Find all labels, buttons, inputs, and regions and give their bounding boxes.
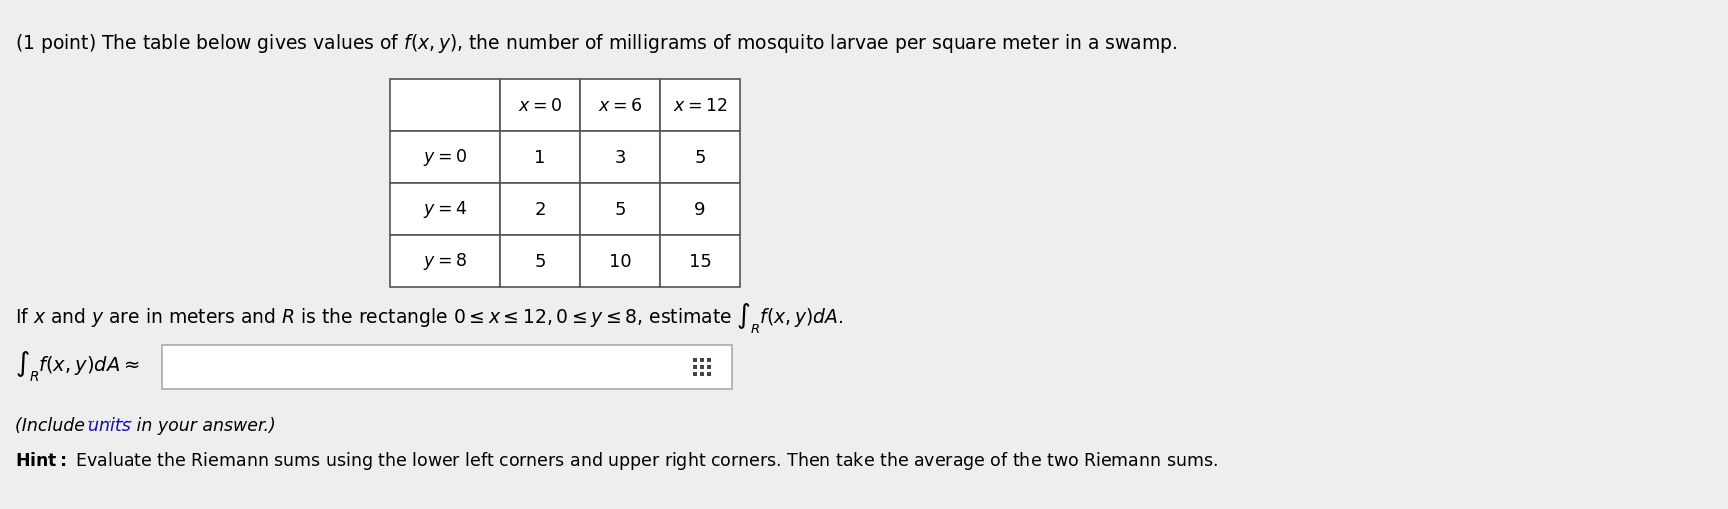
Text: in your answer.): in your answer.) bbox=[131, 416, 276, 434]
Text: 1: 1 bbox=[534, 149, 546, 166]
Text: (1 point) The table below gives values of $f(x, y)$, the number of milligrams of: (1 point) The table below gives values o… bbox=[16, 32, 1177, 55]
Text: $x = 12$: $x = 12$ bbox=[672, 97, 727, 115]
Text: 5: 5 bbox=[534, 252, 546, 270]
Bar bbox=[660, 184, 740, 236]
Bar bbox=[391, 236, 499, 288]
Text: 9: 9 bbox=[695, 201, 705, 218]
Text: $\int_R f(x, y)dA \approx$: $\int_R f(x, y)dA \approx$ bbox=[16, 349, 140, 383]
Text: $y = 4$: $y = 4$ bbox=[423, 199, 467, 220]
Text: 5: 5 bbox=[613, 201, 626, 218]
Bar bbox=[581, 132, 660, 184]
Bar bbox=[581, 236, 660, 288]
Text: units: units bbox=[88, 416, 131, 434]
Text: $y = 0$: $y = 0$ bbox=[423, 147, 467, 168]
Text: If $x$ and $y$ are in meters and $R$ is the rectangle $0 \leq x \leq 12, 0 \leq : If $x$ and $y$ are in meters and $R$ is … bbox=[16, 301, 843, 336]
Bar bbox=[660, 236, 740, 288]
Bar bbox=[391, 80, 499, 132]
Bar bbox=[162, 345, 733, 389]
Text: (Include: (Include bbox=[16, 416, 90, 434]
Text: 3: 3 bbox=[613, 149, 626, 166]
Bar bbox=[581, 80, 660, 132]
Bar bbox=[499, 132, 581, 184]
Text: $\mathbf{Hint:}$ Evaluate the Riemann sums using the lower left corners and uppe: $\mathbf{Hint:}$ Evaluate the Riemann su… bbox=[16, 449, 1218, 471]
Text: $y = 8$: $y = 8$ bbox=[423, 251, 467, 272]
Bar bbox=[391, 184, 499, 236]
Bar bbox=[660, 80, 740, 132]
Bar bbox=[581, 184, 660, 236]
Bar bbox=[499, 184, 581, 236]
Text: 5: 5 bbox=[695, 149, 705, 166]
Text: $x = 6$: $x = 6$ bbox=[598, 97, 643, 115]
Bar bbox=[391, 132, 499, 184]
Text: 10: 10 bbox=[608, 252, 631, 270]
Text: 2: 2 bbox=[534, 201, 546, 218]
Bar bbox=[499, 236, 581, 288]
Bar bbox=[499, 80, 581, 132]
Bar bbox=[660, 132, 740, 184]
Text: $x = 0$: $x = 0$ bbox=[518, 97, 562, 115]
Text: 15: 15 bbox=[688, 252, 712, 270]
